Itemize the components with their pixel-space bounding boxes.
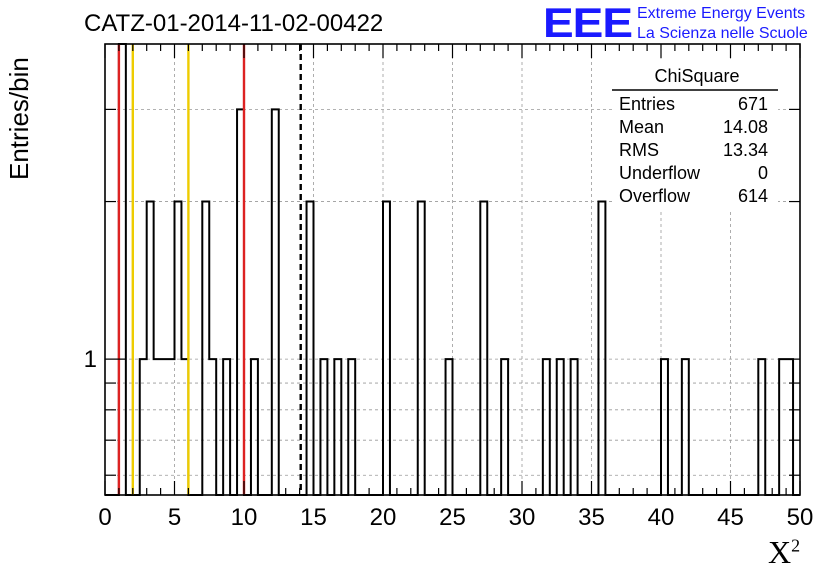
- histogram-bin: [251, 359, 258, 495]
- histogram-bin: [348, 359, 355, 495]
- histogram-bin: [202, 202, 209, 495]
- histogram-bin: [682, 359, 689, 495]
- stats-row-label: Entries: [619, 94, 675, 114]
- x-tick-label: 15: [300, 504, 327, 531]
- histogram-bin: [418, 202, 425, 495]
- eee-logo: EEE: [543, 0, 633, 47]
- stats-row-value: 0: [758, 163, 768, 183]
- x-tick-label: 20: [370, 504, 397, 531]
- stats-box: [612, 62, 778, 212]
- histogram-bin: [334, 359, 341, 495]
- x-axis-label-superscript: 2: [791, 535, 801, 556]
- stats-box-title: ChiSquare: [654, 66, 739, 86]
- chart-title: CATZ-01-2014-11-02-00422: [84, 10, 384, 37]
- histogram-bin: [758, 359, 765, 495]
- histogram-bin: [557, 359, 564, 495]
- histogram-bin: [223, 359, 230, 495]
- histogram-bin: [175, 202, 182, 495]
- x-tick-label: 35: [578, 504, 605, 531]
- stats-row-label: Underflow: [619, 163, 701, 183]
- histogram-bin: [480, 202, 487, 495]
- stats-row-value: 13.34: [723, 140, 768, 160]
- stats-row-value: 14.08: [723, 117, 768, 137]
- logo-line-1: Extreme Energy Events: [637, 5, 806, 22]
- y-axis-label: Entries/bin: [4, 57, 34, 180]
- y-tick-label: 1: [84, 346, 97, 373]
- x-tick-label: 45: [717, 504, 744, 531]
- stats-row-label: Overflow: [619, 186, 691, 206]
- histogram-bin: [786, 359, 793, 495]
- histogram-bin: [571, 359, 578, 495]
- histogram-bin: [779, 359, 786, 495]
- histogram-bin: [140, 359, 147, 495]
- histogram-bin: [307, 202, 314, 495]
- x-tick-label: 50: [787, 504, 814, 531]
- histogram-bin: [598, 202, 605, 495]
- histogram-bin: [209, 359, 216, 495]
- histogram-bin: [320, 359, 327, 495]
- stats-row-value: 614: [738, 186, 768, 206]
- x-tick-label: 40: [648, 504, 675, 531]
- x-tick-label: 10: [231, 504, 258, 531]
- x-axis-label: X2: [768, 534, 800, 571]
- histogram-bin: [501, 359, 508, 495]
- histogram-bin: [161, 359, 168, 495]
- histogram-bin: [168, 359, 175, 495]
- x-axis-label-base: X: [768, 534, 792, 570]
- x-tick-label: 25: [439, 504, 466, 531]
- stats-row-label: RMS: [619, 140, 659, 160]
- stats-row-label: Mean: [619, 117, 664, 137]
- x-tick-label: 30: [509, 504, 536, 531]
- histogram-bin: [661, 359, 668, 495]
- histogram-bin: [543, 359, 550, 495]
- histogram-bin: [147, 202, 154, 495]
- histogram-outline: [105, 43, 800, 496]
- logo-caption: Extreme Energy Events La Scienza nelle S…: [637, 4, 808, 44]
- stats-row-value: 671: [738, 94, 768, 114]
- histogram-bin: [383, 202, 390, 495]
- x-tick-label: 5: [168, 504, 181, 531]
- histogram-bin: [272, 109, 279, 495]
- x-tick-label: 0: [98, 504, 111, 531]
- histogram-bin: [154, 359, 161, 495]
- histogram-bin: [446, 359, 453, 495]
- logo-line-2: La Scienza nelle Scuole: [637, 25, 808, 42]
